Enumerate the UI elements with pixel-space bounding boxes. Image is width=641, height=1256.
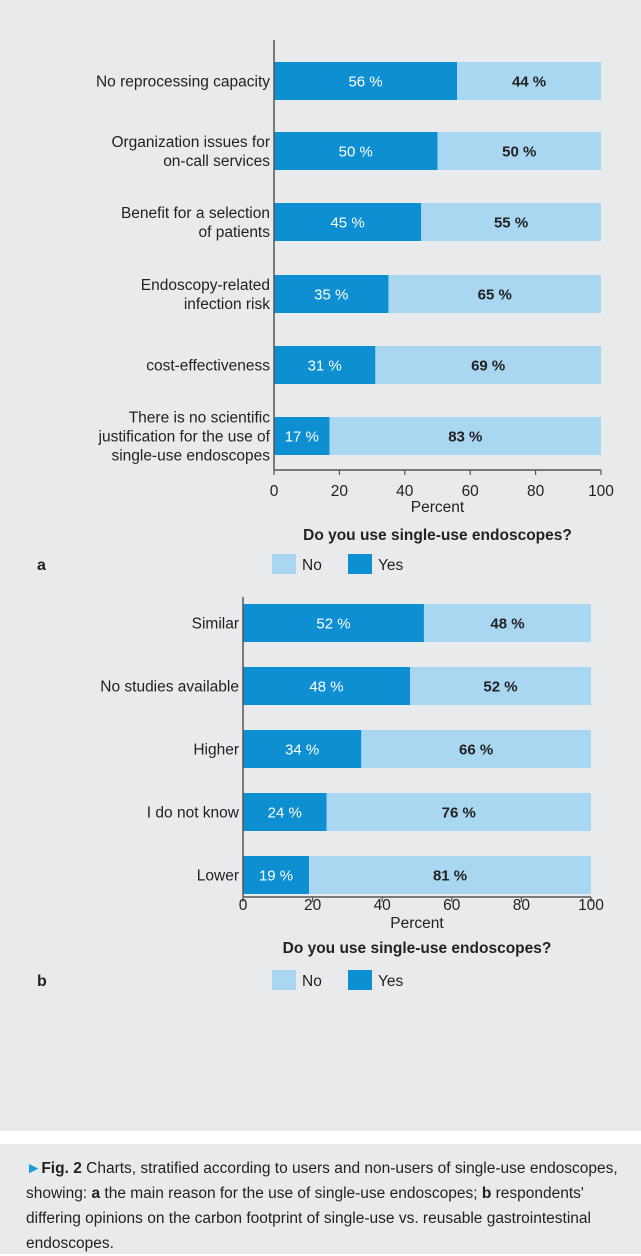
- legend-title: Do you use single-use endoscopes?: [303, 527, 572, 544]
- bar-yes-5: [274, 417, 330, 455]
- legend-title: Do you use single-use endoscopes?: [283, 940, 552, 957]
- chart-b: 52 % 48 % Similar 48 % 52 % No studies availa…: [37, 597, 604, 990]
- caption-part-a-label: a: [91, 1185, 101, 1202]
- bar-yes-4: [274, 346, 376, 384]
- bar-label-no-3: 65 %: [478, 287, 512, 304]
- bar-label-yes-0: 56 %: [348, 74, 382, 91]
- category-label-3: Endoscopy-related infection risk: [141, 277, 270, 313]
- x-tick-label-2: 40: [374, 897, 392, 914]
- x-axis-title: Percent: [411, 499, 465, 516]
- bar-label-yes-2: 34 %: [285, 742, 319, 759]
- bar-yes-2: [274, 203, 422, 241]
- bar-yes-2: [243, 730, 362, 768]
- legend-label-no: No: [302, 557, 322, 574]
- category-label-4: Lower: [197, 868, 239, 885]
- bar-label-no-2: 55 %: [494, 215, 528, 232]
- bar-no-5: [329, 417, 601, 455]
- figure-svg: 56 % 44 % No reprocessing capacity 50 % 50 %…: [37, 40, 614, 990]
- bar-no-1: [437, 132, 601, 170]
- legend-label-yes: Yes: [378, 557, 404, 574]
- category-label-5: There is no scientific justification for …: [98, 410, 271, 465]
- category-label-3: I do not know: [147, 805, 240, 822]
- bar-yes-4: [243, 856, 310, 894]
- x-tick-label-0: 0: [270, 483, 279, 500]
- bar-yes-3: [274, 275, 389, 313]
- x-tick-label-1: 20: [331, 483, 349, 500]
- caption-figure-label: Fig. 2: [41, 1160, 82, 1177]
- bar-label-yes-4: 31 %: [308, 358, 342, 375]
- bar-label-yes-1: 50 %: [339, 144, 373, 161]
- bar-label-no-5: 83 %: [448, 429, 482, 446]
- category-label-0: No reprocessing capacity: [96, 74, 270, 91]
- bar-no-0: [423, 604, 591, 642]
- panel-label-a: a: [37, 557, 46, 574]
- x-tick-label-4: 80: [527, 483, 545, 500]
- bar-label-yes-3: 35 %: [314, 287, 348, 304]
- category-label-2: Higher: [193, 742, 239, 759]
- x-tick-label-5: 100: [588, 483, 614, 500]
- bar-yes-1: [274, 132, 438, 170]
- category-label-4: cost-effectiveness: [146, 358, 270, 375]
- bar-no-3: [326, 793, 591, 831]
- bar-label-no-0: 44 %: [512, 74, 546, 91]
- x-tick-label-1: 20: [304, 897, 322, 914]
- bar-label-yes-0: 52 %: [316, 616, 350, 633]
- category-label-0: Similar: [192, 616, 239, 633]
- category-label-1: Organization issues for on-call services: [111, 134, 270, 170]
- bar-no-4: [375, 346, 601, 384]
- caption-intro: Charts, stratified according to users an…: [26, 1160, 618, 1202]
- figure-caption: ►Fig. 2 Charts, stratified according to …: [26, 1156, 621, 1256]
- bar-label-no-4: 81 %: [433, 868, 467, 885]
- bar-no-2: [421, 203, 601, 241]
- bar-label-no-1: 52 %: [483, 679, 517, 696]
- caption-part-a-text: the main reason for the use of single-us…: [100, 1185, 482, 1202]
- caption-panel: ►Fig. 2 Charts, stratified according to …: [0, 1144, 641, 1254]
- bar-label-yes-3: 24 %: [268, 805, 302, 822]
- x-tick-label-4: 80: [513, 897, 531, 914]
- chart-a: 56 % 44 % No reprocessing capacity 50 % 50 %…: [37, 40, 614, 574]
- bar-no-0: [457, 62, 601, 100]
- legend-swatch-no: [272, 554, 296, 574]
- bar-yes-0: [274, 62, 458, 100]
- bar-label-yes-5: 17 %: [285, 429, 319, 446]
- bar-label-no-0: 48 %: [490, 616, 524, 633]
- x-tick-label-0: 0: [239, 897, 248, 914]
- bar-label-no-3: 76 %: [442, 805, 476, 822]
- legend-label-no: No: [302, 973, 322, 990]
- bar-no-2: [361, 730, 591, 768]
- bar-no-1: [410, 667, 591, 705]
- bar-yes-1: [243, 667, 411, 705]
- category-label-2: Benefit for a selection of patients: [121, 205, 270, 241]
- x-tick-label-5: 100: [578, 897, 604, 914]
- legend-label-yes: Yes: [378, 973, 404, 990]
- bar-label-yes-1: 48 %: [309, 679, 343, 696]
- x-axis-title: Percent: [390, 915, 444, 932]
- category-label-1: No studies available: [100, 679, 239, 696]
- figure-panel: 56 % 44 % No reprocessing capacity 50 % 50 %…: [0, 0, 641, 1131]
- bar-yes-3: [243, 793, 327, 831]
- caption-part-b-label: b: [481, 1185, 492, 1202]
- caption-arrow-icon: ►: [26, 1160, 42, 1177]
- bar-label-no-4: 69 %: [471, 358, 505, 375]
- x-tick-label-3: 60: [443, 897, 461, 914]
- caption-part-b-text: respondents' differing opinions on the c…: [26, 1185, 591, 1252]
- bar-label-no-2: 66 %: [459, 742, 493, 759]
- legend-swatch-yes: [348, 554, 372, 574]
- legend-swatch-no: [272, 970, 296, 990]
- bar-no-4: [309, 856, 591, 894]
- x-tick-label-2: 40: [396, 483, 414, 500]
- legend-swatch-yes: [348, 970, 372, 990]
- bar-label-yes-2: 45 %: [330, 215, 364, 232]
- bar-label-yes-4: 19 %: [259, 868, 293, 885]
- panel-label-b: b: [37, 973, 47, 990]
- x-tick-label-3: 60: [462, 483, 480, 500]
- bar-no-3: [388, 275, 601, 313]
- bar-yes-0: [243, 604, 424, 642]
- bar-label-no-1: 50 %: [502, 144, 536, 161]
